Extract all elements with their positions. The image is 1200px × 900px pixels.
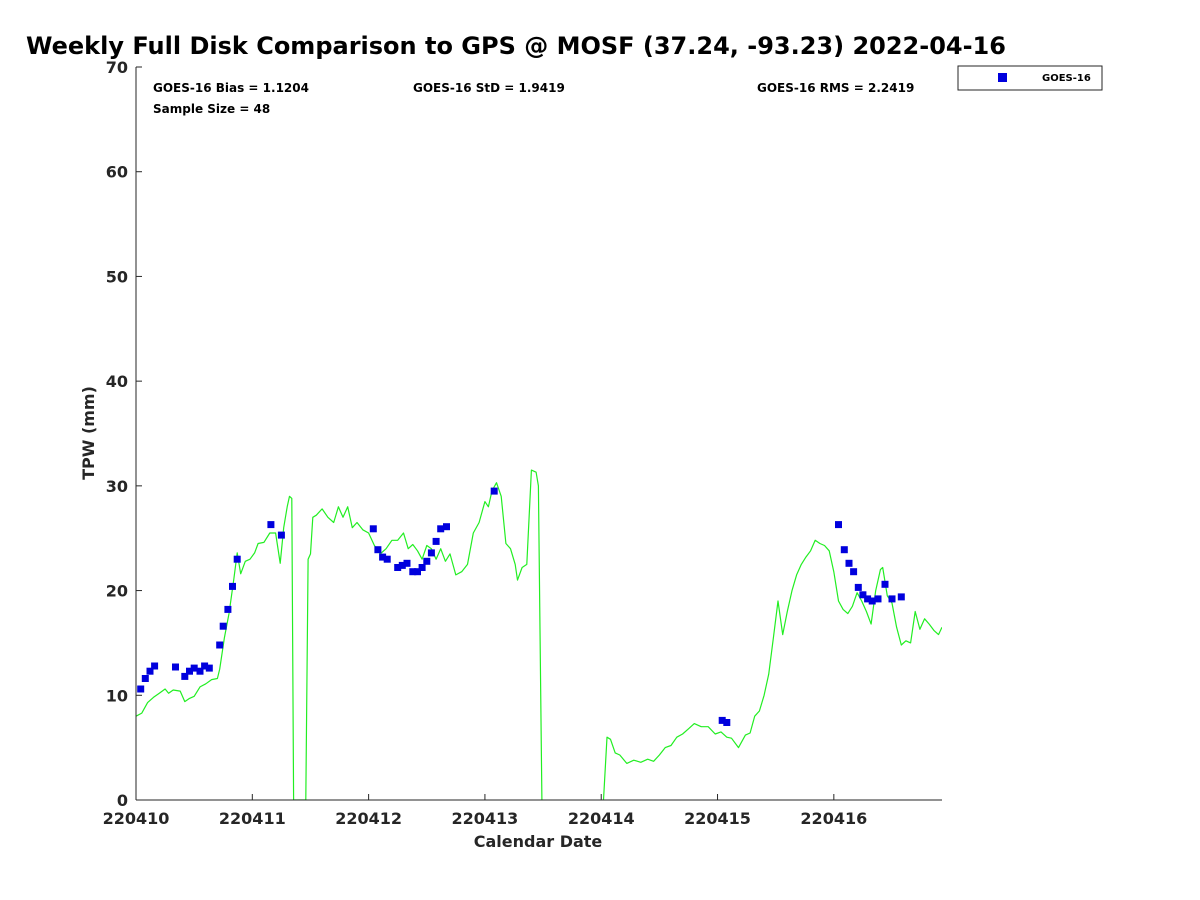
goes16-marker-layer [137,487,905,726]
goes16-point [859,591,867,599]
goes16-point [190,664,198,672]
legend-box [957,65,1103,91]
goes16-point [723,719,731,726]
goes16-point [427,549,435,557]
y-axis-label: TPW (mm) [79,386,98,480]
goes16-point [888,595,896,603]
goes16-point [398,561,406,569]
gps-tpw-line-segment-2 [602,539,942,800]
std-stat: GOES-16 StD = 1.9419 [413,81,565,95]
goes16-point [854,583,862,591]
gps-tpw-line-segment-1 [136,469,543,800]
sample-size-stat: Sample Size = 48 [153,102,270,116]
goes16-point [868,597,876,605]
gps-line-layer [136,469,942,800]
goes16-point [409,568,417,576]
goes16-point [277,531,285,539]
goes16-point [201,662,209,670]
chart-title: Weekly Full Disk Comparison to GPS @ MOS… [26,32,1006,60]
goes16-point [443,523,450,531]
goes16-point [374,546,382,554]
legend: GOES-16 [957,65,1103,91]
bias-stat: GOES-16 Bias = 1.1204 [153,81,309,95]
goes16-point [881,580,889,588]
goes16-point [137,685,145,693]
x-tick-label: 220411 [219,809,286,828]
goes16-point [423,557,431,565]
y-tick-label: 0 [117,791,128,810]
x-tick-label: 220412 [335,809,402,828]
legend-swatch-goes16 [998,73,1007,82]
goes16-point [850,568,858,576]
goes16-point [845,559,853,567]
goes16-point [216,641,224,649]
goes16-point [490,487,498,495]
goes16-point [205,664,213,672]
y-tick-label: 30 [106,477,128,496]
goes16-point [186,667,193,675]
y-tick-label: 70 [106,58,128,77]
goes16-point [874,595,882,603]
goes16-point [835,521,842,529]
goes16-point [432,537,440,545]
y-tick-label: 20 [106,582,128,601]
goes16-point [418,564,426,571]
x-tick-label: 220415 [684,809,751,828]
goes16-point [196,667,204,675]
goes16-point [864,595,872,603]
goes16-point [840,546,848,554]
goes16-point [414,568,421,576]
x-tick-label: 220413 [452,809,519,828]
goes16-point [403,559,411,567]
goes16-point [141,675,149,682]
goes16-point [233,555,241,563]
x-axis-label: Calendar Date [474,832,603,851]
y-tick-label: 50 [106,267,128,286]
goes16-point [267,521,275,529]
goes16-point [219,622,227,630]
plot-area [135,67,942,801]
goes16-point [379,553,387,561]
x-ticks: 220410 220411 220412 220413 220414 220415 2204… [103,794,867,828]
goes16-point [437,525,445,533]
goes16-point [897,593,905,601]
y-tick-label: 40 [106,372,128,391]
goes16-point [229,582,236,590]
y-tick-label: 60 [106,163,128,182]
legend-label-goes16: GOES-16 [1042,73,1091,84]
goes16-point [369,525,377,533]
goes16-point [172,663,179,671]
x-tick-label: 220414 [568,809,635,828]
goes16-point [151,662,159,670]
goes16-point [146,667,154,675]
y-ticks: 0 10 20 30 40 50 60 70 [106,58,142,810]
goes16-point [224,605,232,613]
rms-stat: GOES-16 RMS = 2.2419 [757,81,914,95]
goes16-point [181,672,189,680]
goes16-point [394,564,402,571]
x-tick-label: 220410 [103,809,170,828]
goes16-point [383,555,391,563]
y-tick-label: 10 [106,686,128,705]
goes16-point [718,716,726,724]
x-tick-label: 220416 [800,809,867,828]
